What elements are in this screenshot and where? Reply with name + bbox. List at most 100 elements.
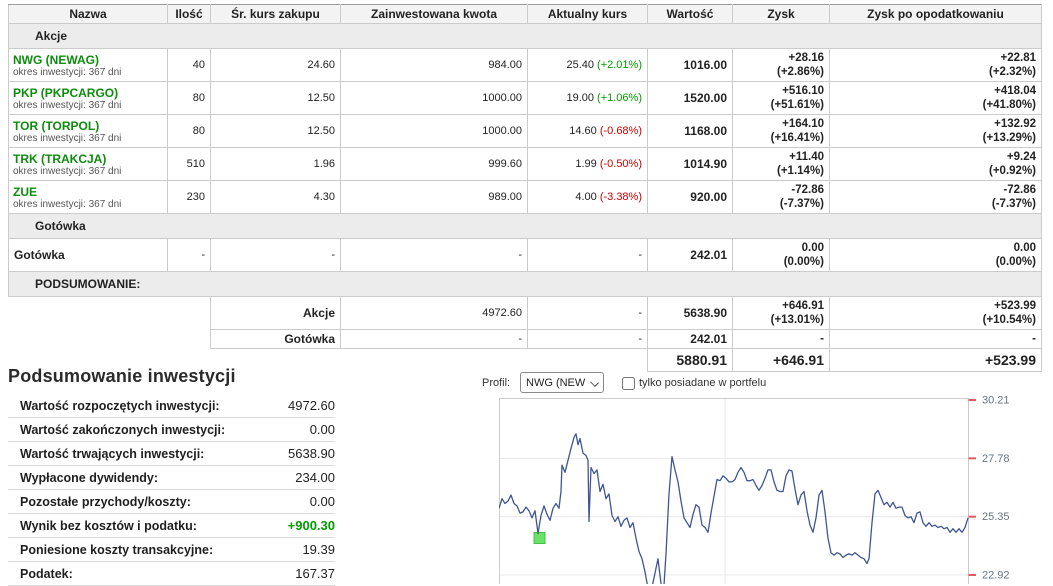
quantity-cell: 80	[167, 81, 211, 115]
profil-select[interactable]: NWG (NEWA	[520, 372, 604, 393]
portfolio-only-label: tylko posiadane w portfelu	[639, 377, 767, 389]
profit-after-tax-cell: +132.92 (+13.29%)	[829, 114, 1042, 148]
current-price: 1.99	[575, 158, 600, 170]
summary-row-value: 0.00	[309, 494, 335, 509]
summary-row-label: Wartość zakończonych inwestycji:	[20, 422, 226, 437]
summary-value-cell: 242.01	[647, 329, 733, 349]
summary-profit-cell: -	[732, 329, 830, 349]
section-label-akcje: Akcje	[8, 23, 1042, 49]
name-cell: ZUE okres inwestycji: 367 dni	[8, 180, 168, 214]
summary-row-value: 167.37	[295, 566, 335, 581]
summary-row: Gotówka - -242.01- -	[9, 329, 1042, 349]
summary-tax-cell: +523.99 (+10.54%)	[829, 296, 1042, 330]
profit-cell: +164.10 (+16.41%)	[732, 114, 830, 148]
invested-cell: 989.00	[340, 180, 528, 214]
summary-row-value: 0.00	[309, 422, 335, 437]
profit-cell: +11.40 (+1.14%)	[732, 147, 830, 181]
amount-line: -72.86	[1003, 184, 1036, 196]
investment-period: okres inwestycji: 367 dni	[13, 66, 122, 78]
amount-line: +11.40	[789, 151, 824, 163]
total-profit-cell: +646.91	[732, 348, 830, 372]
table-row: TRK (TRAKCJA) okres inwestycji: 367 dni 51…	[8, 147, 1042, 181]
percent-line: (0.00%)	[783, 256, 824, 268]
total-spacer	[210, 348, 648, 372]
profil-label: Profil:	[482, 377, 511, 389]
quantity-cell: 230	[167, 180, 211, 214]
profit-after-tax-cell: -72.86 (-7.37%)	[829, 180, 1042, 214]
profil-select-wrap: NWG (NEWA	[520, 372, 604, 393]
percent-line: (-7.37%)	[779, 198, 824, 210]
y-axis-label: 25.35	[982, 511, 1010, 523]
summary-row-label: Pozostałe przychody/koszty:	[20, 494, 191, 509]
total-value-cell: 5880.91	[647, 348, 733, 372]
current-price: 4.00	[575, 191, 600, 203]
total-tax-cell: +523.99	[829, 348, 1042, 372]
price-change: (-3.38%)	[599, 191, 642, 203]
value-cell: 1016.00	[647, 48, 733, 82]
quantity-cell: 40	[167, 48, 211, 82]
current-price: 19.00	[566, 92, 598, 104]
percent-line: (+16.41%)	[770, 132, 824, 144]
investment-period: okres inwestycji: 367 dni	[13, 132, 122, 144]
investment-period: okres inwestycji: 367 dni	[13, 99, 122, 111]
summary-value-cell: 5638.90	[647, 296, 733, 330]
price-change: (-0.50%)	[599, 158, 642, 170]
invested-cell: 1000.00	[340, 81, 528, 115]
current-price-cell: 14.60 (-0.68%)	[527, 114, 648, 148]
amount-line: +22.81	[1000, 52, 1037, 64]
avg-price-cell: 4.30	[210, 180, 341, 214]
amount-line: +9.24	[1006, 151, 1036, 163]
value-cell: 920.00	[647, 180, 733, 214]
summary-row-label: Wynik bez kosztów i podatku:	[20, 518, 197, 533]
section-row-gotowka: Gotówka	[8, 213, 1042, 239]
amount-line: +516.10	[782, 85, 824, 97]
profit-cell: -72.86 (-7.37%)	[732, 180, 830, 214]
amount-line: -72.86	[791, 184, 824, 196]
summary-panel-row: Wypłacone dywidendy: 234.00	[8, 466, 335, 490]
ticker-name[interactable]: ZUE	[13, 184, 37, 199]
current-price-cell: 25.40 (+2.01%)	[527, 48, 648, 82]
price-line	[499, 433, 969, 584]
percent-line: (+2.86%)	[777, 66, 824, 78]
percent-line: (+13.29%)	[982, 132, 1036, 144]
summary-spacer	[8, 296, 211, 372]
summary-row-value: 5638.90	[288, 446, 335, 461]
col-header-4: Aktualny kurs	[527, 4, 648, 24]
summary-invested-cell: 4972.60	[340, 296, 528, 330]
value-cell: 1014.90	[647, 147, 733, 181]
percent-line: (0.00%)	[995, 256, 1036, 268]
percent-line: (-7.37%)	[991, 198, 1036, 210]
amount-line: 0.00	[801, 242, 824, 254]
amount-line: +418.04	[994, 85, 1036, 97]
col-header-3: Zainwestowana kwota	[340, 4, 528, 24]
summary-kurs-cell: -	[527, 296, 648, 330]
summary-row: Akcje 4972.60-5638.90 +646.91 (+13.01%) +523…	[8, 296, 1042, 372]
summary-tax-cell: -	[829, 329, 1042, 349]
percent-line: (+2.32%)	[989, 66, 1036, 78]
percent-line: (+1.14%)	[777, 165, 824, 177]
current-price: 25.40	[566, 59, 598, 71]
name-cell: NWG (NEWAG) okres inwestycji: 367 dni	[8, 48, 168, 82]
amount-line: +132.92	[994, 118, 1036, 130]
ticker-name[interactable]: NWG (NEWAG)	[13, 52, 99, 67]
col-header-7: Zysk po opodatkowaniu	[829, 4, 1042, 24]
avg-price-cell: 1.96	[210, 147, 341, 181]
summary-row-label: Wartość trwających inwestycji:	[20, 446, 205, 461]
ticker-name[interactable]: TOR (TORPOL)	[13, 118, 100, 133]
current-price-cell: 19.00 (+1.06%)	[527, 81, 648, 115]
name-cell: TOR (TORPOL) okres inwestycji: 367 dni	[8, 114, 168, 148]
summary-panel-row: Wartość trwających inwestycji: 5638.90	[8, 442, 335, 466]
invested-cell: 1000.00	[340, 114, 528, 148]
profit-after-tax-cell: +9.24 (+0.92%)	[829, 147, 1042, 181]
section-row-podsumowanie: PODSUMOWANIE:	[8, 271, 1042, 297]
summary-row-label: Podatek:	[20, 566, 73, 581]
amount-line: +646.91	[782, 300, 824, 312]
ticker-name[interactable]: TRK (TRAKCJA)	[13, 151, 107, 166]
summary-row-value: 19.39	[302, 542, 335, 557]
ticker-name[interactable]: PKP (PKPCARGO)	[13, 85, 119, 100]
price-change: (-0.68%)	[599, 125, 642, 137]
portfolio-only-checkbox[interactable]	[622, 377, 635, 390]
current-price-cell: 4.00 (-3.38%)	[527, 180, 648, 214]
summary-profit-cell: +646.91 (+13.01%)	[732, 296, 830, 330]
y-axis-label: 22.92	[982, 570, 1010, 582]
